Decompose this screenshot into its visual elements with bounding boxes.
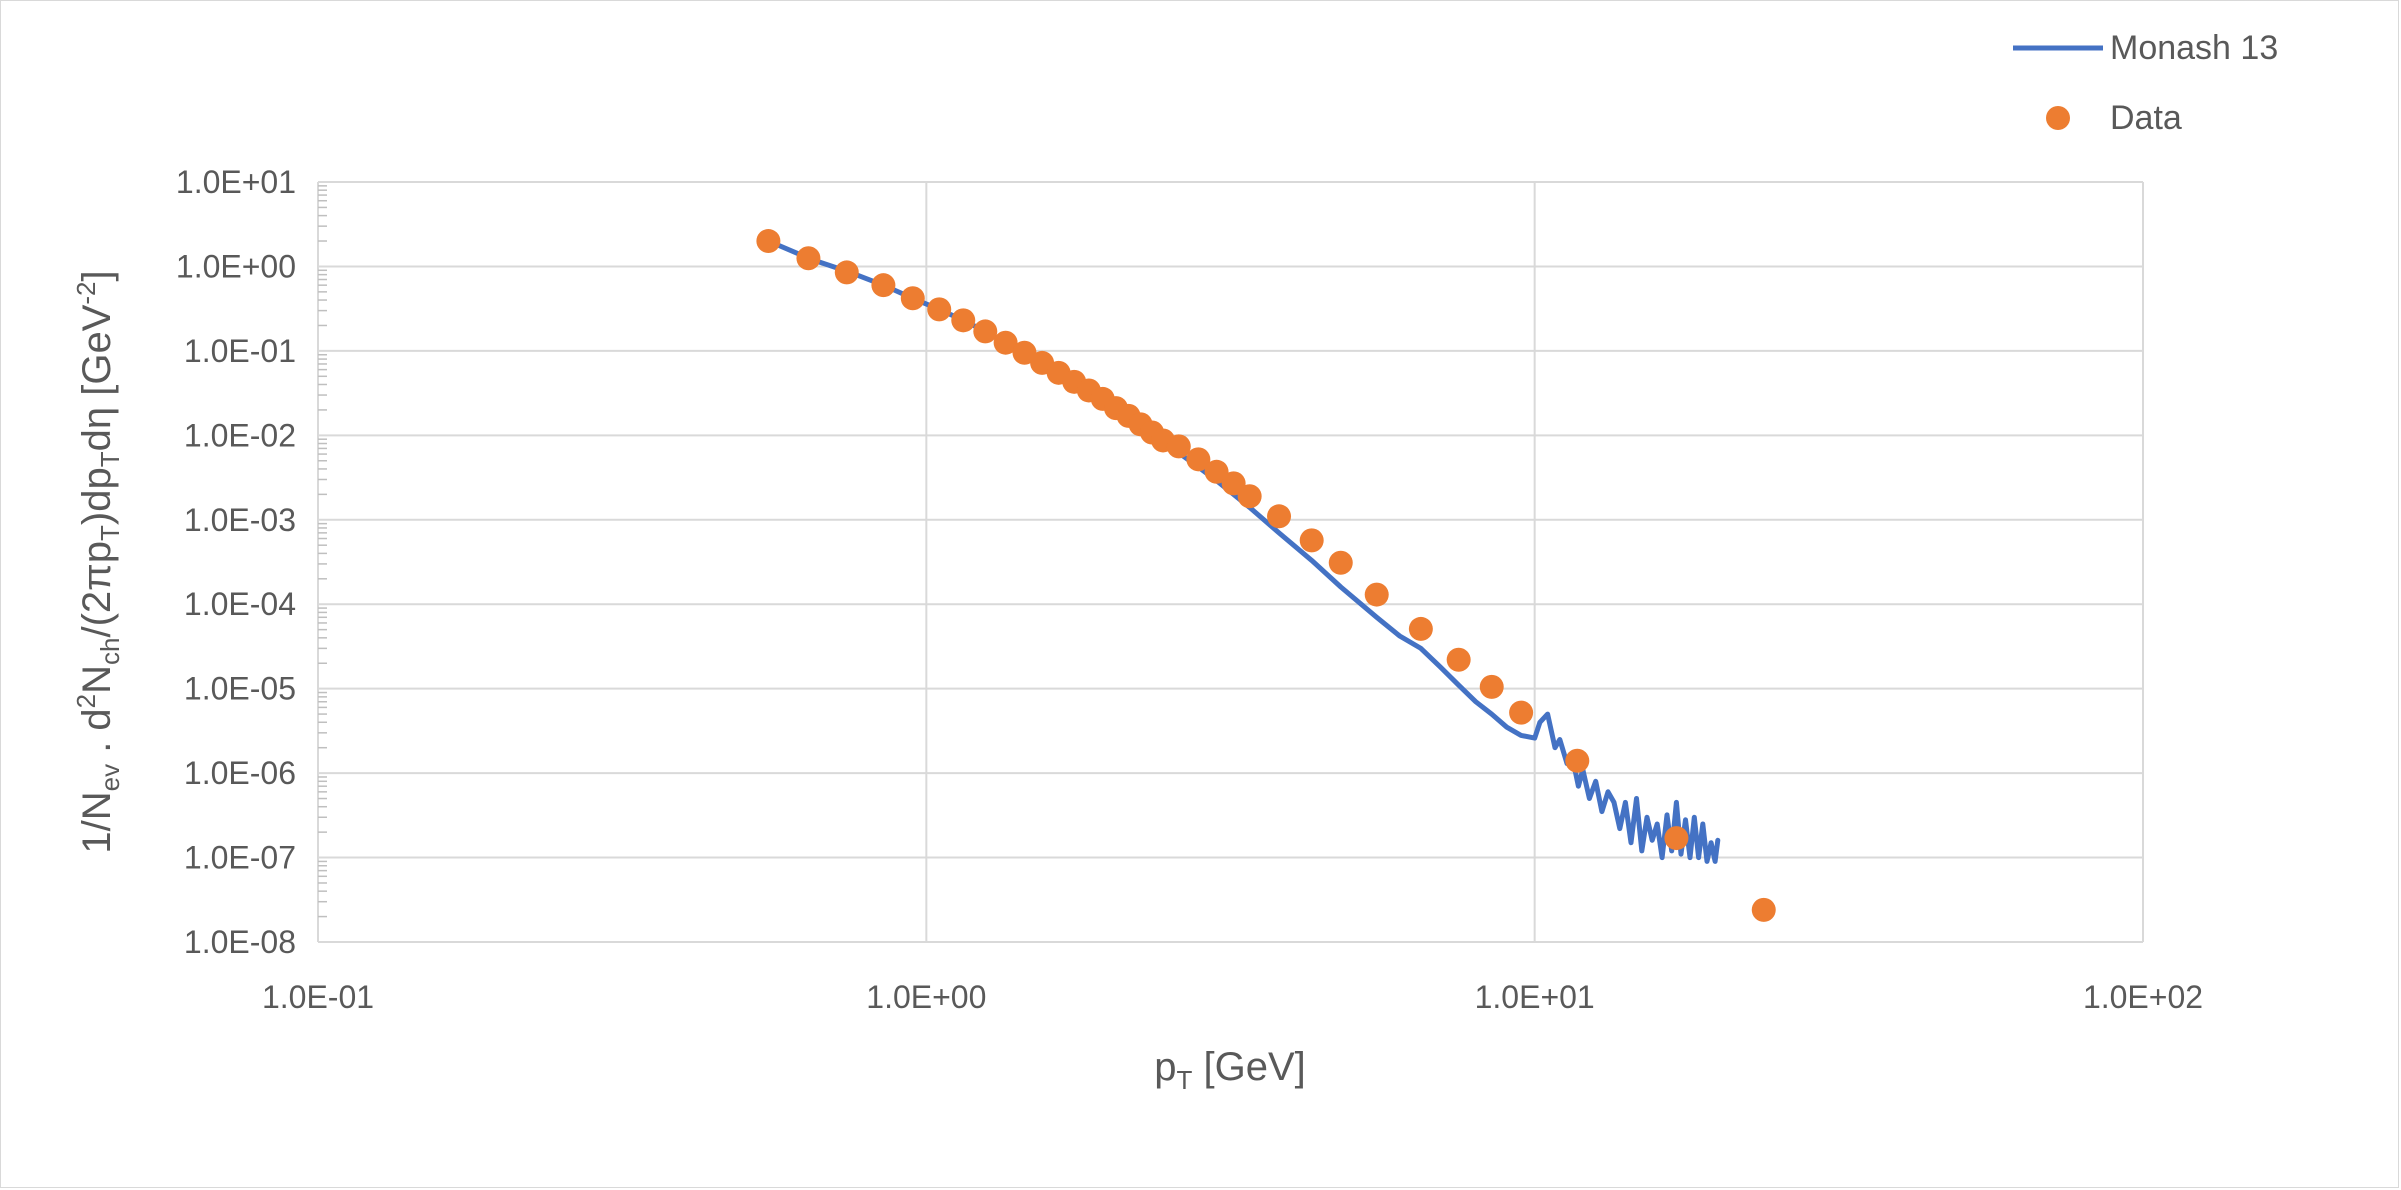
data-point — [1267, 504, 1292, 529]
y-axis-title: 1/Nev . d2Nch/(2πpT)dpTdη [GeV-2] — [71, 270, 125, 853]
data-point — [1509, 700, 1534, 725]
data-point — [1237, 484, 1262, 509]
y-tick-label: 1.0E-02 — [184, 417, 296, 453]
legend-label-data: Data — [2110, 99, 2182, 137]
data-point — [1446, 647, 1471, 672]
data-point — [796, 246, 821, 271]
grid — [317, 181, 2144, 943]
data-point — [1299, 528, 1324, 553]
data-point — [927, 297, 952, 322]
legend: Monash 13 Data — [2013, 29, 2278, 137]
y-tick-label: 1.0E-01 — [184, 333, 296, 369]
data-point — [1186, 447, 1211, 472]
data-point — [1204, 459, 1229, 484]
series-data — [756, 229, 1776, 922]
data-point — [1479, 674, 1504, 699]
y-tick-label: 1.0E-06 — [184, 755, 296, 791]
data-point — [900, 286, 925, 311]
data-point — [1664, 826, 1689, 851]
y-tick-label: 1.0E-07 — [184, 840, 296, 876]
data-point — [1328, 550, 1353, 575]
data-point — [1565, 748, 1590, 773]
data-point — [1221, 471, 1246, 496]
data-point — [1751, 897, 1776, 922]
data-point — [993, 330, 1018, 355]
y-tick-label: 1.0E+01 — [176, 164, 296, 200]
y-tick-label: 1.0E-04 — [184, 586, 296, 622]
y-tick-label: 1.0E-08 — [184, 924, 296, 960]
data-point — [973, 319, 998, 344]
legend-label-monash-13: Monash 13 — [2110, 29, 2278, 67]
data-point — [756, 229, 781, 254]
legend-swatch-data — [2046, 106, 2070, 130]
data-point — [951, 308, 976, 333]
x-tick-label: 1.0E+01 — [1475, 979, 1595, 1015]
data-point — [1166, 434, 1191, 459]
data-point — [871, 273, 896, 298]
data-point — [834, 260, 859, 285]
y-tick-label: 1.0E+00 — [176, 248, 296, 284]
y-tick-label: 1.0E-05 — [184, 671, 296, 707]
x-tick-label: 1.0E+00 — [866, 979, 986, 1015]
x-tick-label: 1.0E+02 — [2083, 979, 2203, 1015]
x-axis-title: pT [GeV] — [1154, 1045, 1306, 1095]
data-point — [1408, 616, 1433, 641]
data-point — [1364, 582, 1389, 607]
data-point — [1012, 340, 1037, 365]
x-axis-ticks: 1.0E-01 1.0E+00 1.0E+01 1.0E+02 — [262, 979, 2203, 1015]
x-tick-label: 1.0E-01 — [262, 979, 374, 1015]
y-tick-label: 1.0E-03 — [184, 502, 296, 538]
y-axis-ticks: 1.0E+01 1.0E+00 1.0E-01 1.0E-02 1.0E-03 1.0E-… — [176, 164, 296, 960]
